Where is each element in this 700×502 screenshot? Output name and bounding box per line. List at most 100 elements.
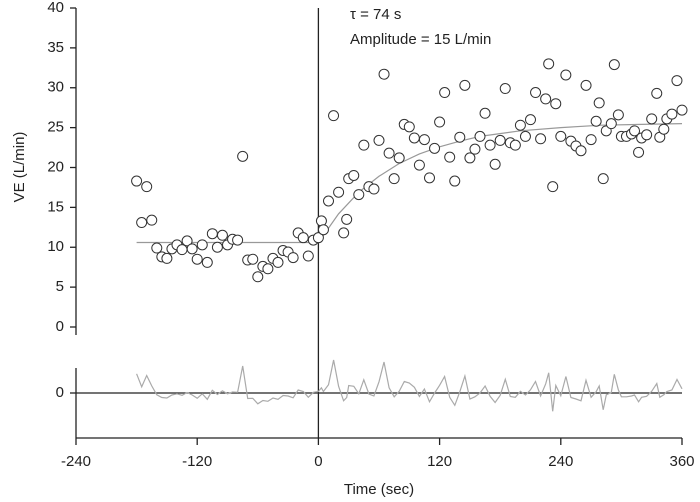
annotation: τ = 74 s [350,6,401,23]
data-point [454,131,466,143]
y-tick-label: 40 [47,0,64,16]
data-point [575,145,587,157]
data-point [358,139,370,151]
data-point [418,134,430,146]
x-tick-label: -120 [182,453,212,470]
data-point [141,181,153,193]
data-point [317,224,329,236]
data-point [560,69,572,81]
data-point [641,129,653,141]
data-point [633,146,645,158]
data-point [146,214,158,226]
data-point [459,79,471,91]
data-point [658,123,670,135]
data-point [383,147,395,159]
data-point [429,142,441,154]
data-point [629,125,641,137]
data-point [373,134,385,146]
data-point [666,108,678,120]
residual-line [136,359,683,412]
data-point [464,152,476,164]
data-point [312,232,324,244]
data-point [434,116,446,128]
data-point [671,75,683,87]
data-point [328,110,340,122]
data-point [341,213,353,225]
data-point [590,115,602,127]
data-point [378,68,390,80]
data-point [181,235,193,247]
data-point [368,183,380,195]
y-tick-label: 15 [47,198,64,215]
x-tick-label: 360 [669,453,694,470]
data-point [612,109,624,121]
data-point [449,175,461,187]
data-point [287,252,299,264]
data-point [484,139,496,151]
data-point [196,239,208,251]
data-point [424,172,435,184]
data-point [514,119,526,131]
data-point [388,173,400,185]
data-point [608,59,620,71]
y-tick-label: 5 [56,278,64,295]
x-tick-label: 0 [314,453,322,470]
data-point [444,151,456,163]
data-point [605,118,617,130]
data-point [651,87,663,99]
data-point [494,134,506,146]
x-tick-label: 240 [548,453,573,470]
data-point [302,250,314,262]
data-point [232,234,244,246]
data-point [547,181,559,193]
data-point [593,97,605,109]
x-tick-label: 120 [427,453,452,470]
data-point [262,263,274,275]
data-point [297,232,309,244]
data-point [469,143,481,155]
data-point [131,175,143,187]
data-point [585,134,597,146]
data-point [237,150,249,162]
data-point [161,252,173,264]
data-point [413,159,425,171]
data-point [439,87,451,99]
data-point [489,158,501,170]
data-point [201,256,213,268]
annotation: Amplitude = 15 L/min [350,31,491,48]
data-point [338,227,350,239]
y-tick-label: 20 [47,158,64,175]
x-tick-label: -240 [61,453,91,470]
data-point [597,173,609,185]
data-point [676,104,688,116]
data-point [550,98,562,110]
data-point [519,130,531,142]
data-point [580,79,592,91]
data-point [530,87,542,99]
data-point [191,253,203,265]
data-point [646,113,658,125]
data-point [333,186,345,198]
data-point [348,169,360,181]
data-point [474,130,486,142]
data-point [272,256,284,268]
y-tick-label: 0 [56,318,64,335]
y-tick-label: 10 [47,238,64,255]
data-point [408,132,420,144]
data-point [540,93,552,105]
data-point [252,271,264,283]
data-point [206,228,218,240]
data-point [393,152,405,164]
data-point [353,189,365,201]
data-point [403,121,415,133]
data-point [216,229,228,241]
data-point [525,114,536,126]
data-point [499,83,511,95]
data-point [247,253,259,265]
data-point [323,195,334,207]
data-point [211,241,223,253]
x-axis-label: Time (sec) [344,481,414,498]
y-tick-label: 0 [56,384,64,401]
data-point [186,243,198,255]
